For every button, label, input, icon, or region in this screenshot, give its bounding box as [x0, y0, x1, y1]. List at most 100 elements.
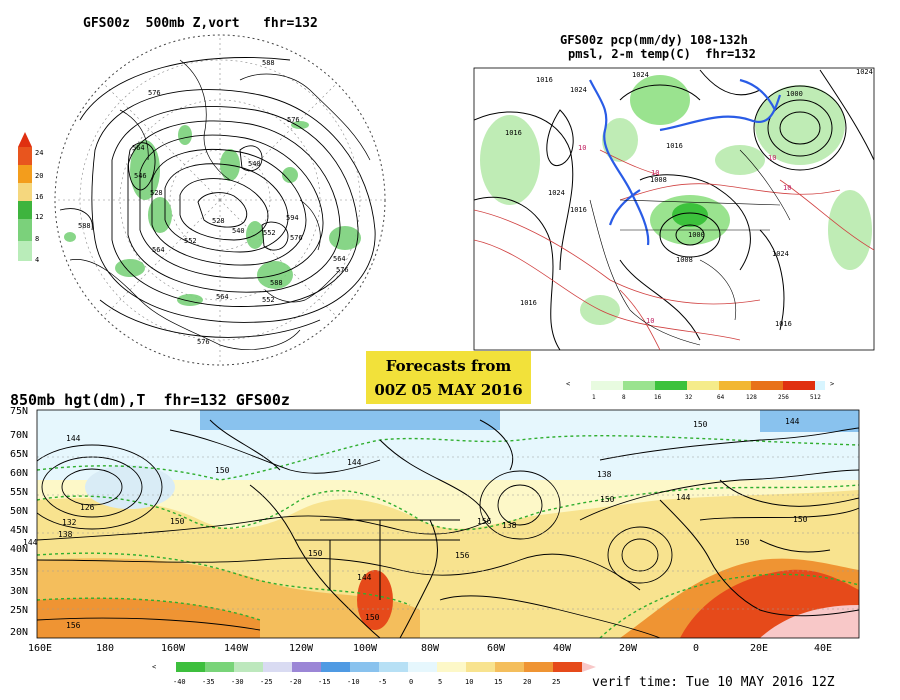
- h850-colorbar-label: -5: [378, 678, 386, 686]
- lat-label: 60N: [10, 468, 28, 479]
- lon-label: 40E: [814, 643, 832, 654]
- h850-colorbar-segment: [292, 662, 321, 672]
- qpf-isobar-label: 1016: [570, 206, 587, 214]
- qpf-isobar-label: 1008: [650, 176, 667, 184]
- h850-colorbar-label: -15: [318, 678, 331, 686]
- qpf-colorbar-segment: [591, 381, 623, 390]
- h850-graticule: [37, 456, 859, 610]
- polar-panel-title: GFS00z 500mb Z,vort fhr=132: [83, 16, 318, 31]
- h850-height-label: 144: [347, 458, 362, 467]
- polar-contour-label: 546: [134, 172, 147, 180]
- h850-isotherms: [37, 435, 859, 638]
- h850-colorbar-segment: [205, 662, 234, 672]
- polar-colorbar: 24 20 16 12 8 4: [18, 132, 43, 264]
- qpf-isobar-label: 1008: [676, 256, 693, 264]
- lon-label: 80W: [421, 643, 440, 654]
- qpf-isobar-label: 1000: [786, 90, 803, 98]
- h850-height-label: 132: [62, 518, 77, 527]
- lon-label: 120W: [289, 643, 314, 654]
- h850-colorbar-label: -25: [260, 678, 273, 686]
- polar-contour-label: 528: [150, 189, 163, 197]
- forecast-box-line2: 00Z 05 MAY 2016: [374, 381, 523, 399]
- h850-height-label: 150: [693, 420, 708, 429]
- h850-colorbar-segment: [553, 662, 582, 672]
- h850-height-label: 138: [502, 521, 517, 530]
- polar-colorbar-top-arrow: [18, 132, 32, 147]
- qpf-isobar-label: 1000: [688, 231, 705, 239]
- polar-colorbar-label: 12: [35, 213, 43, 221]
- lon-label: 20E: [750, 643, 768, 654]
- polar-contour-label: 594: [286, 214, 299, 222]
- h850-colorbar-left-arrow: <: [152, 663, 156, 671]
- h850-height-label: 150: [215, 466, 230, 475]
- lat-label: 70N: [10, 430, 28, 441]
- lon-label: 0: [693, 643, 699, 654]
- h850-height-label: 156: [455, 551, 470, 560]
- h850-height-label: 150: [308, 549, 323, 558]
- polar-contour-label: 576: [336, 266, 349, 274]
- qpf-coastlines: [589, 149, 791, 346]
- h850-colorbar-label: 20: [523, 678, 531, 686]
- h850-colorbar-segment: [263, 662, 292, 672]
- h850-height-contours: [37, 427, 859, 638]
- qpf-isobar-label: 1024: [772, 250, 789, 258]
- qpf-colorbar-right-arrow: >: [830, 380, 834, 388]
- h850-colorbar-segment: [408, 662, 437, 672]
- lon-label: 60W: [487, 643, 506, 654]
- lat-label: 45N: [10, 525, 28, 536]
- qpf-isobar-label: 1016: [666, 142, 683, 150]
- qpf-freezing-line: [589, 78, 782, 246]
- qpf-isobar-label: 1024: [632, 71, 649, 79]
- h850-longitude-axis: 160E 180 160W 140W 120W 100W 80W 60W 40W…: [28, 643, 832, 654]
- polar-colorbar-segment: [18, 241, 32, 261]
- qpf-colorbar-segment: [655, 381, 687, 390]
- polar-contour-label: 564: [216, 293, 229, 301]
- polar-contour-label: 552: [262, 296, 275, 304]
- qpf-colorbar: < > 1 8 16 32 64 128 256 512: [566, 380, 834, 401]
- qpf-colorbar-label: 128: [746, 394, 757, 401]
- h850-colorbar-label: -30: [231, 678, 244, 686]
- qpf-colorbar-segment: [623, 381, 655, 390]
- h850-panel-title: 850mb hgt(dm),T fhr=132 GFS00z: [10, 391, 290, 409]
- h850-colorbar-label: 10: [465, 678, 473, 686]
- qpf-colorbar-label: 32: [685, 394, 693, 401]
- qpf-temp-label: 10: [578, 144, 586, 152]
- h850-colorbar-label: 15: [494, 678, 502, 686]
- h850-height-label: 150: [735, 538, 750, 547]
- lon-label: 40W: [553, 643, 572, 654]
- polar-contour-label: 576: [287, 116, 300, 124]
- qpf-temp-label: 10: [768, 154, 776, 162]
- h850-height-label: 144: [676, 493, 691, 502]
- polar-contour-label: 564: [333, 255, 346, 263]
- h850-colorbar-label: 25: [552, 678, 560, 686]
- polar-stereographic-map: 588 576 576 564 546 528 540 540 552 564 …: [54, 34, 386, 366]
- polar-contour-label: 540: [232, 227, 245, 235]
- h850-temperature-shading: [37, 410, 859, 638]
- lon-label: 160E: [28, 643, 52, 654]
- qpf-colorbar-left-arrow: <: [566, 380, 570, 388]
- qpf-isobar-label: 1016: [520, 299, 537, 307]
- h850-colorbar-label: 5: [438, 678, 442, 686]
- lon-label: 180: [96, 643, 114, 654]
- h850-colorbar-segment: [176, 662, 205, 672]
- h850-colorbar: < -40 -35 -30 -25 -20 -15 -10 -5 0 5 10 …: [152, 662, 596, 686]
- polar-contour-label: 528: [212, 217, 225, 225]
- h850-colorbar-segment: [350, 662, 379, 672]
- h850-colorbar-label: -20: [289, 678, 302, 686]
- h850-colorbar-segment: [495, 662, 524, 672]
- polar-contour-label: 564: [132, 144, 145, 152]
- h850-height-label: 138: [58, 530, 73, 539]
- qpf-colorbar-segment: [687, 381, 719, 390]
- h850-colorbar-label: -40: [173, 678, 186, 686]
- h850-height-label: 144: [357, 573, 372, 582]
- qpf-colorbar-label: 256: [778, 394, 789, 401]
- verif-time: verif time: Tue 10 MAY 2016 12Z: [592, 675, 835, 690]
- h850-height-label: 144: [785, 417, 800, 426]
- polar-colorbar-label: 4: [35, 256, 39, 264]
- h850-colorbar-segment: [379, 662, 408, 672]
- polar-contour-label: 552: [184, 237, 197, 245]
- qpf-isobar-label: 1024: [548, 189, 565, 197]
- h850-colorbar-segment: [466, 662, 495, 672]
- h850-height-label: 150: [793, 515, 808, 524]
